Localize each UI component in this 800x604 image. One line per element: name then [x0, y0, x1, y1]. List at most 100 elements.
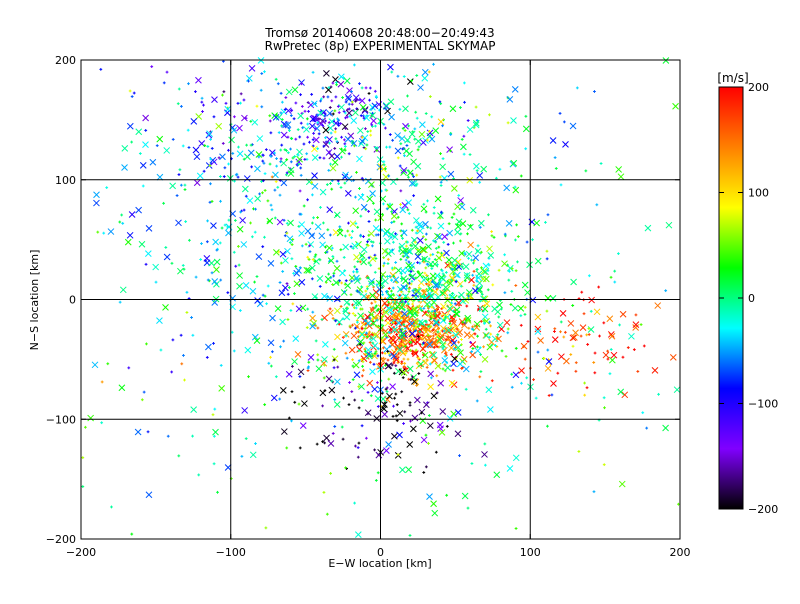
data-point	[455, 410, 461, 416]
data-point	[330, 132, 333, 135]
data-point	[359, 215, 362, 218]
data-point	[525, 290, 531, 296]
data-point	[270, 315, 276, 321]
data-point	[183, 379, 186, 382]
data-point	[369, 130, 372, 133]
data-point	[329, 472, 332, 475]
data-point	[440, 409, 446, 415]
data-point	[355, 532, 361, 538]
data-point	[127, 232, 133, 238]
data-point	[584, 169, 587, 172]
data-point	[321, 318, 324, 321]
data-point	[317, 359, 320, 362]
data-point	[340, 282, 343, 285]
data-point	[326, 228, 329, 231]
data-point	[298, 369, 304, 375]
data-point	[407, 358, 410, 361]
data-point	[504, 320, 510, 326]
data-point	[397, 410, 403, 416]
data-point	[401, 237, 404, 240]
data-point	[403, 75, 406, 78]
data-point	[206, 145, 209, 148]
data-point	[586, 386, 589, 389]
data-point	[293, 117, 296, 120]
data-point	[369, 369, 375, 375]
data-point	[291, 302, 294, 305]
data-point	[345, 136, 351, 142]
data-point	[160, 349, 163, 352]
data-point	[237, 102, 240, 105]
data-point	[293, 155, 296, 158]
data-point	[298, 403, 301, 406]
data-point	[270, 204, 273, 207]
data-point	[360, 114, 363, 117]
data-point	[440, 164, 446, 170]
data-point	[633, 348, 636, 351]
data-point	[323, 70, 329, 76]
data-point	[469, 153, 472, 156]
data-point	[281, 132, 287, 138]
data-point	[334, 379, 340, 385]
data-point	[391, 433, 397, 439]
data-point	[488, 252, 494, 258]
data-point	[288, 286, 291, 289]
data-point	[390, 384, 396, 390]
data-point	[178, 88, 181, 91]
data-point	[108, 229, 114, 235]
data-point	[354, 254, 360, 260]
data-point	[249, 222, 252, 225]
data-point	[593, 490, 596, 493]
data-point	[299, 230, 305, 236]
data-point	[180, 334, 183, 337]
data-point	[387, 393, 393, 399]
data-point	[427, 442, 430, 445]
data-point	[413, 128, 416, 131]
data-point	[274, 217, 277, 220]
data-point	[390, 71, 393, 74]
data-point	[392, 415, 395, 418]
data-point	[353, 362, 359, 368]
data-point	[395, 148, 401, 154]
data-point	[307, 361, 310, 364]
data-point	[590, 310, 593, 313]
data-point	[188, 239, 191, 242]
data-point	[386, 275, 389, 278]
data-point	[344, 299, 350, 305]
data-point	[81, 485, 84, 488]
data-point	[265, 148, 268, 151]
data-point	[182, 264, 185, 267]
data-point	[487, 288, 490, 291]
data-point	[392, 234, 398, 240]
data-point	[248, 150, 254, 156]
data-point	[120, 287, 126, 293]
data-point	[264, 189, 267, 192]
data-point	[620, 311, 626, 317]
data-point	[572, 345, 575, 348]
data-point	[287, 318, 290, 321]
data-point	[122, 165, 128, 171]
data-point	[506, 331, 509, 334]
data-point	[299, 279, 305, 285]
data-point	[663, 425, 669, 431]
data-point	[247, 375, 250, 378]
data-point	[371, 118, 377, 124]
data-point	[275, 180, 278, 183]
data-point	[559, 112, 562, 115]
data-point	[389, 133, 392, 136]
data-point	[253, 281, 256, 284]
data-point	[467, 257, 470, 260]
data-point	[245, 195, 248, 198]
data-point	[227, 149, 230, 152]
data-point	[377, 354, 380, 357]
data-point	[479, 226, 482, 229]
data-point	[353, 64, 356, 67]
data-point	[222, 90, 225, 93]
data-point	[333, 348, 336, 351]
data-point	[486, 387, 492, 393]
data-point	[377, 233, 380, 236]
data-point	[426, 199, 429, 202]
data-point	[306, 198, 309, 201]
data-point	[316, 366, 322, 372]
data-point	[311, 193, 314, 196]
data-point	[361, 247, 367, 253]
